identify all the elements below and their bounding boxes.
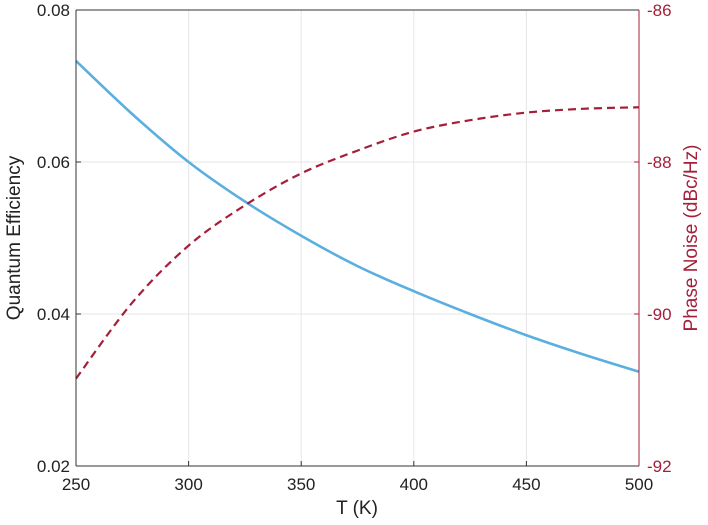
plot-area [76,10,639,466]
right-y-tick-label: -86 [647,1,672,20]
right-y-tick-label: -88 [647,153,672,172]
x-tick-label: 450 [512,475,540,494]
x-axis-title: T (K) [336,498,378,519]
right-y-tick-label: -90 [647,305,672,324]
tick-labels: 250 300 350 400 450 500 0.02 0.04 0.06 0.08 -92 -90… [37,1,672,494]
right-y-axis-title: Phase Noise (dBc/Hz) [681,145,702,332]
quantum-efficiency-series-line [75,59,640,374]
axes [75,9,640,467]
left-y-tick-label: 0.02 [37,457,70,476]
right-y-tick-label: -92 [647,457,672,476]
left-y-tick-label: 0.08 [37,1,70,20]
grid [76,10,639,466]
series-layer [75,59,640,380]
left-y-axis-title: Quantum Efficiency [4,155,25,320]
x-tick-label: 500 [625,475,653,494]
x-tick-label: 300 [174,475,202,494]
left-y-tick-label: 0.06 [37,153,70,172]
x-tick-label: 250 [62,475,90,494]
left-y-tick-label: 0.04 [37,305,70,324]
phase-noise-series-line [75,106,640,380]
x-tick-label: 400 [400,475,428,494]
x-tick-label: 350 [287,475,315,494]
